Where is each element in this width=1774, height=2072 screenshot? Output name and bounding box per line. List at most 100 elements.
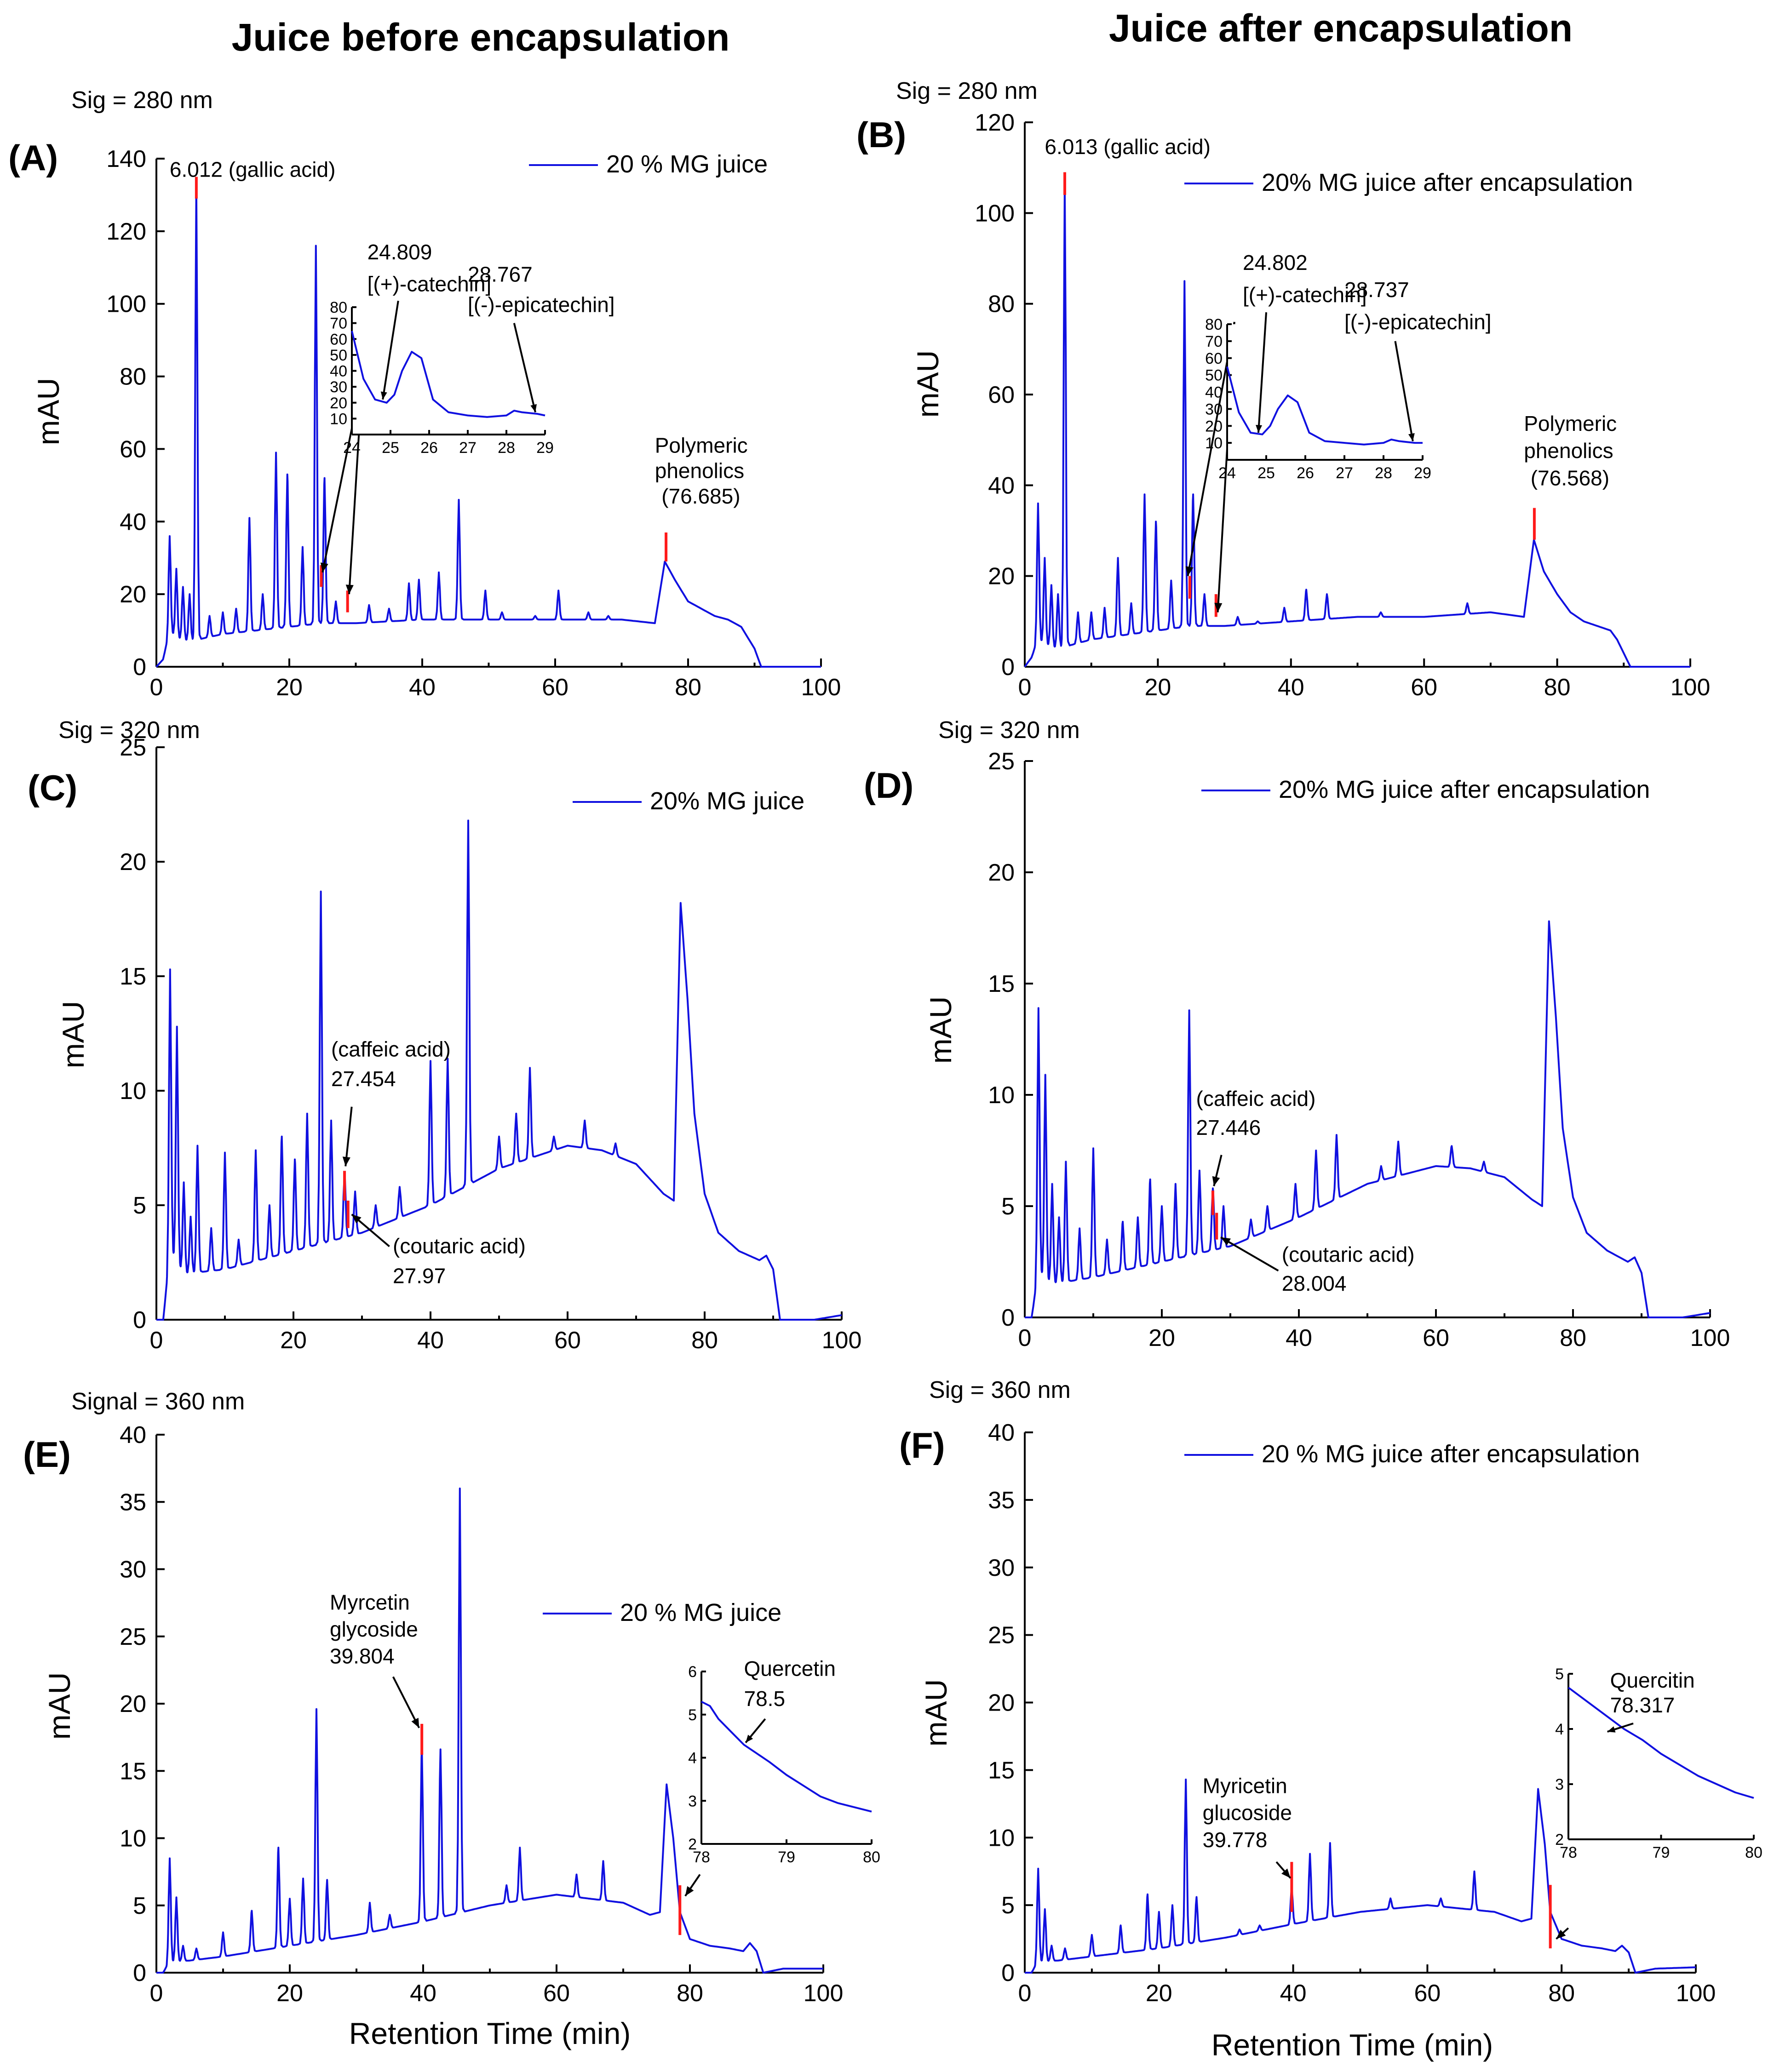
inset-x-tick-label: 27 xyxy=(459,439,477,457)
x-tick-label: 100 xyxy=(1671,674,1711,701)
x-tick-label: 80 xyxy=(675,674,701,701)
y-tick-label: 100 xyxy=(106,291,146,318)
inset-trace xyxy=(1567,1687,1754,1799)
peak-annotation: 39.778 xyxy=(1203,1828,1268,1852)
y-tick-label: 10 xyxy=(120,1826,146,1852)
peak-annotation: Myrcetin xyxy=(330,1590,410,1614)
signal-label: Signal = 360 nm xyxy=(71,1388,245,1415)
arrow-head xyxy=(1556,1929,1566,1939)
signal-label: Sig = 360 nm xyxy=(929,1377,1071,1403)
y-tick-label: 40 xyxy=(120,509,146,535)
signal-label: Sig = 280 nm xyxy=(71,87,213,114)
inset-y-tick-label: 5 xyxy=(688,1706,697,1724)
inset-x-tick-label: 29 xyxy=(1414,464,1431,482)
legend-label: 20 % MG juice xyxy=(606,150,768,178)
inset-background xyxy=(352,307,545,435)
peak-annotation: Polymeric xyxy=(1524,412,1617,435)
x-tick-label: 60 xyxy=(542,674,568,701)
peak-annotation: (coutaric acid) xyxy=(1282,1242,1415,1266)
peak-annotation: (76.568) xyxy=(1531,466,1609,490)
y-tick-label: 20 xyxy=(120,581,146,608)
inset-y-tick-label: 4 xyxy=(1555,1721,1564,1738)
inset-y-tick-label: 50 xyxy=(330,347,347,364)
inset-y-tick-label: 2 xyxy=(1555,1831,1564,1849)
peak-annotation: 27.97 xyxy=(393,1264,446,1288)
y-tick-label: 30 xyxy=(988,1555,1015,1581)
inset-x-tick-label: 29 xyxy=(536,439,554,457)
inset-x-tick-label: 28 xyxy=(498,439,515,457)
right-column-header: Juice after encapsulation xyxy=(1109,6,1573,50)
y-tick-label: 25 xyxy=(988,748,1015,775)
legend-label: 20% MG juice after encapsulation xyxy=(1279,776,1650,803)
inset-trace xyxy=(701,1700,872,1813)
y-tick-label: 40 xyxy=(120,1422,146,1448)
signal-label: Sig = 320 nm xyxy=(938,717,1080,744)
y-axis-title: mAU xyxy=(919,1679,953,1747)
y-tick-label: 80 xyxy=(120,364,146,390)
panel-f: (F) Sig = 360 nm mAU Retention Time (min) 0 2… xyxy=(899,1377,1763,2062)
inset-x-tick-label: 79 xyxy=(1653,1844,1670,1861)
chromatogram-trace xyxy=(1025,920,1711,1318)
peak-annotation: (caffeic acid) xyxy=(1196,1087,1316,1110)
inset-y-tick-label: 3 xyxy=(688,1792,697,1810)
inset-annotation: 78.5 xyxy=(744,1687,786,1711)
inset-arrow xyxy=(513,323,536,412)
arrow-head xyxy=(1221,1237,1231,1246)
arrow-head xyxy=(1281,1868,1291,1878)
y-tick-label: 140 xyxy=(106,146,146,172)
inset-y-tick-label: 60 xyxy=(1205,350,1223,367)
legend-label: 20 % MG juice xyxy=(620,1599,781,1626)
y-tick-label: 60 xyxy=(988,382,1015,408)
inset-arrow-head xyxy=(1256,425,1263,433)
peak-annotation: 27.446 xyxy=(1196,1116,1261,1139)
x-tick-label: 40 xyxy=(409,674,436,701)
inset-annotation: 28.767 xyxy=(468,263,533,286)
panel-letter: (C) xyxy=(28,767,77,808)
inset-y-tick-label: 5 xyxy=(1555,1666,1564,1683)
x-tick-label: 40 xyxy=(1280,1980,1307,2007)
x-axis-title: Retention Time (min) xyxy=(1211,2028,1493,2062)
signal-label: Sig = 280 nm xyxy=(896,78,1038,104)
x-tick-label: 60 xyxy=(543,1980,570,2007)
inset-y-tick-label: 40 xyxy=(330,363,347,380)
inset-x-tick-label: 27 xyxy=(1336,464,1353,482)
panel-b: (B) Sig = 280 nm mAU 0 20 40 60 80 100 0 20 40 60 80 1… xyxy=(856,78,1710,701)
x-tick-label: 100 xyxy=(804,1980,844,2007)
x-tick-label: 60 xyxy=(1423,1325,1449,1351)
y-tick-label: 40 xyxy=(988,1419,1015,1446)
y-tick-label: 120 xyxy=(106,218,146,245)
peak-annotation: Myricetin xyxy=(1203,1774,1287,1797)
inset-arrow-head xyxy=(1408,433,1415,441)
inset-arrow xyxy=(1394,341,1414,441)
panel-c: (C) Sig = 320 nm mAU 0 20 40 60 80 100 0 5 10 15 20 25… xyxy=(28,717,861,1354)
y-tick-label: 10 xyxy=(988,1825,1015,1851)
legend-label: 20 % MG juice after encapsulation xyxy=(1262,1440,1640,1468)
left-column-header: Juice before encapsulation xyxy=(232,16,730,59)
inset-x-tick-label: 78 xyxy=(693,1849,710,1866)
inset-y-tick-label: 10 xyxy=(1205,435,1223,452)
y-tick-label: 5 xyxy=(133,1893,146,1919)
signal-label: Sig = 320 nm xyxy=(58,717,200,744)
x-tick-label: 0 xyxy=(150,674,163,701)
inset-y-tick-label: 80 xyxy=(330,299,347,316)
y-tick-label: 80 xyxy=(988,291,1015,318)
inset-annotation: [(+)-catechin] xyxy=(367,272,492,296)
peak-annotation: phenolics xyxy=(1524,439,1613,463)
inset-y-tick-label: 60 xyxy=(330,331,347,348)
inset-annotation: 24.802 xyxy=(1243,251,1308,275)
peak-annotation: 6.012 (gallic acid) xyxy=(170,157,336,181)
inset-x-tick-label: 78 xyxy=(1560,1844,1577,1861)
inset-x-tick-label: 80 xyxy=(863,1849,880,1866)
inset-annotation: [(-)-epicatechin] xyxy=(1344,310,1492,334)
annotation-arrow xyxy=(1220,1236,1279,1272)
arrow-head xyxy=(345,584,354,595)
inset-trace xyxy=(351,331,545,418)
y-axis-title: mAU xyxy=(924,996,958,1064)
x-tick-label: 80 xyxy=(1548,1980,1575,2007)
y-tick-label: 5 xyxy=(1001,1193,1015,1220)
inset-arrow-head xyxy=(1607,1726,1616,1733)
y-axis-title: mAU xyxy=(42,1672,76,1740)
